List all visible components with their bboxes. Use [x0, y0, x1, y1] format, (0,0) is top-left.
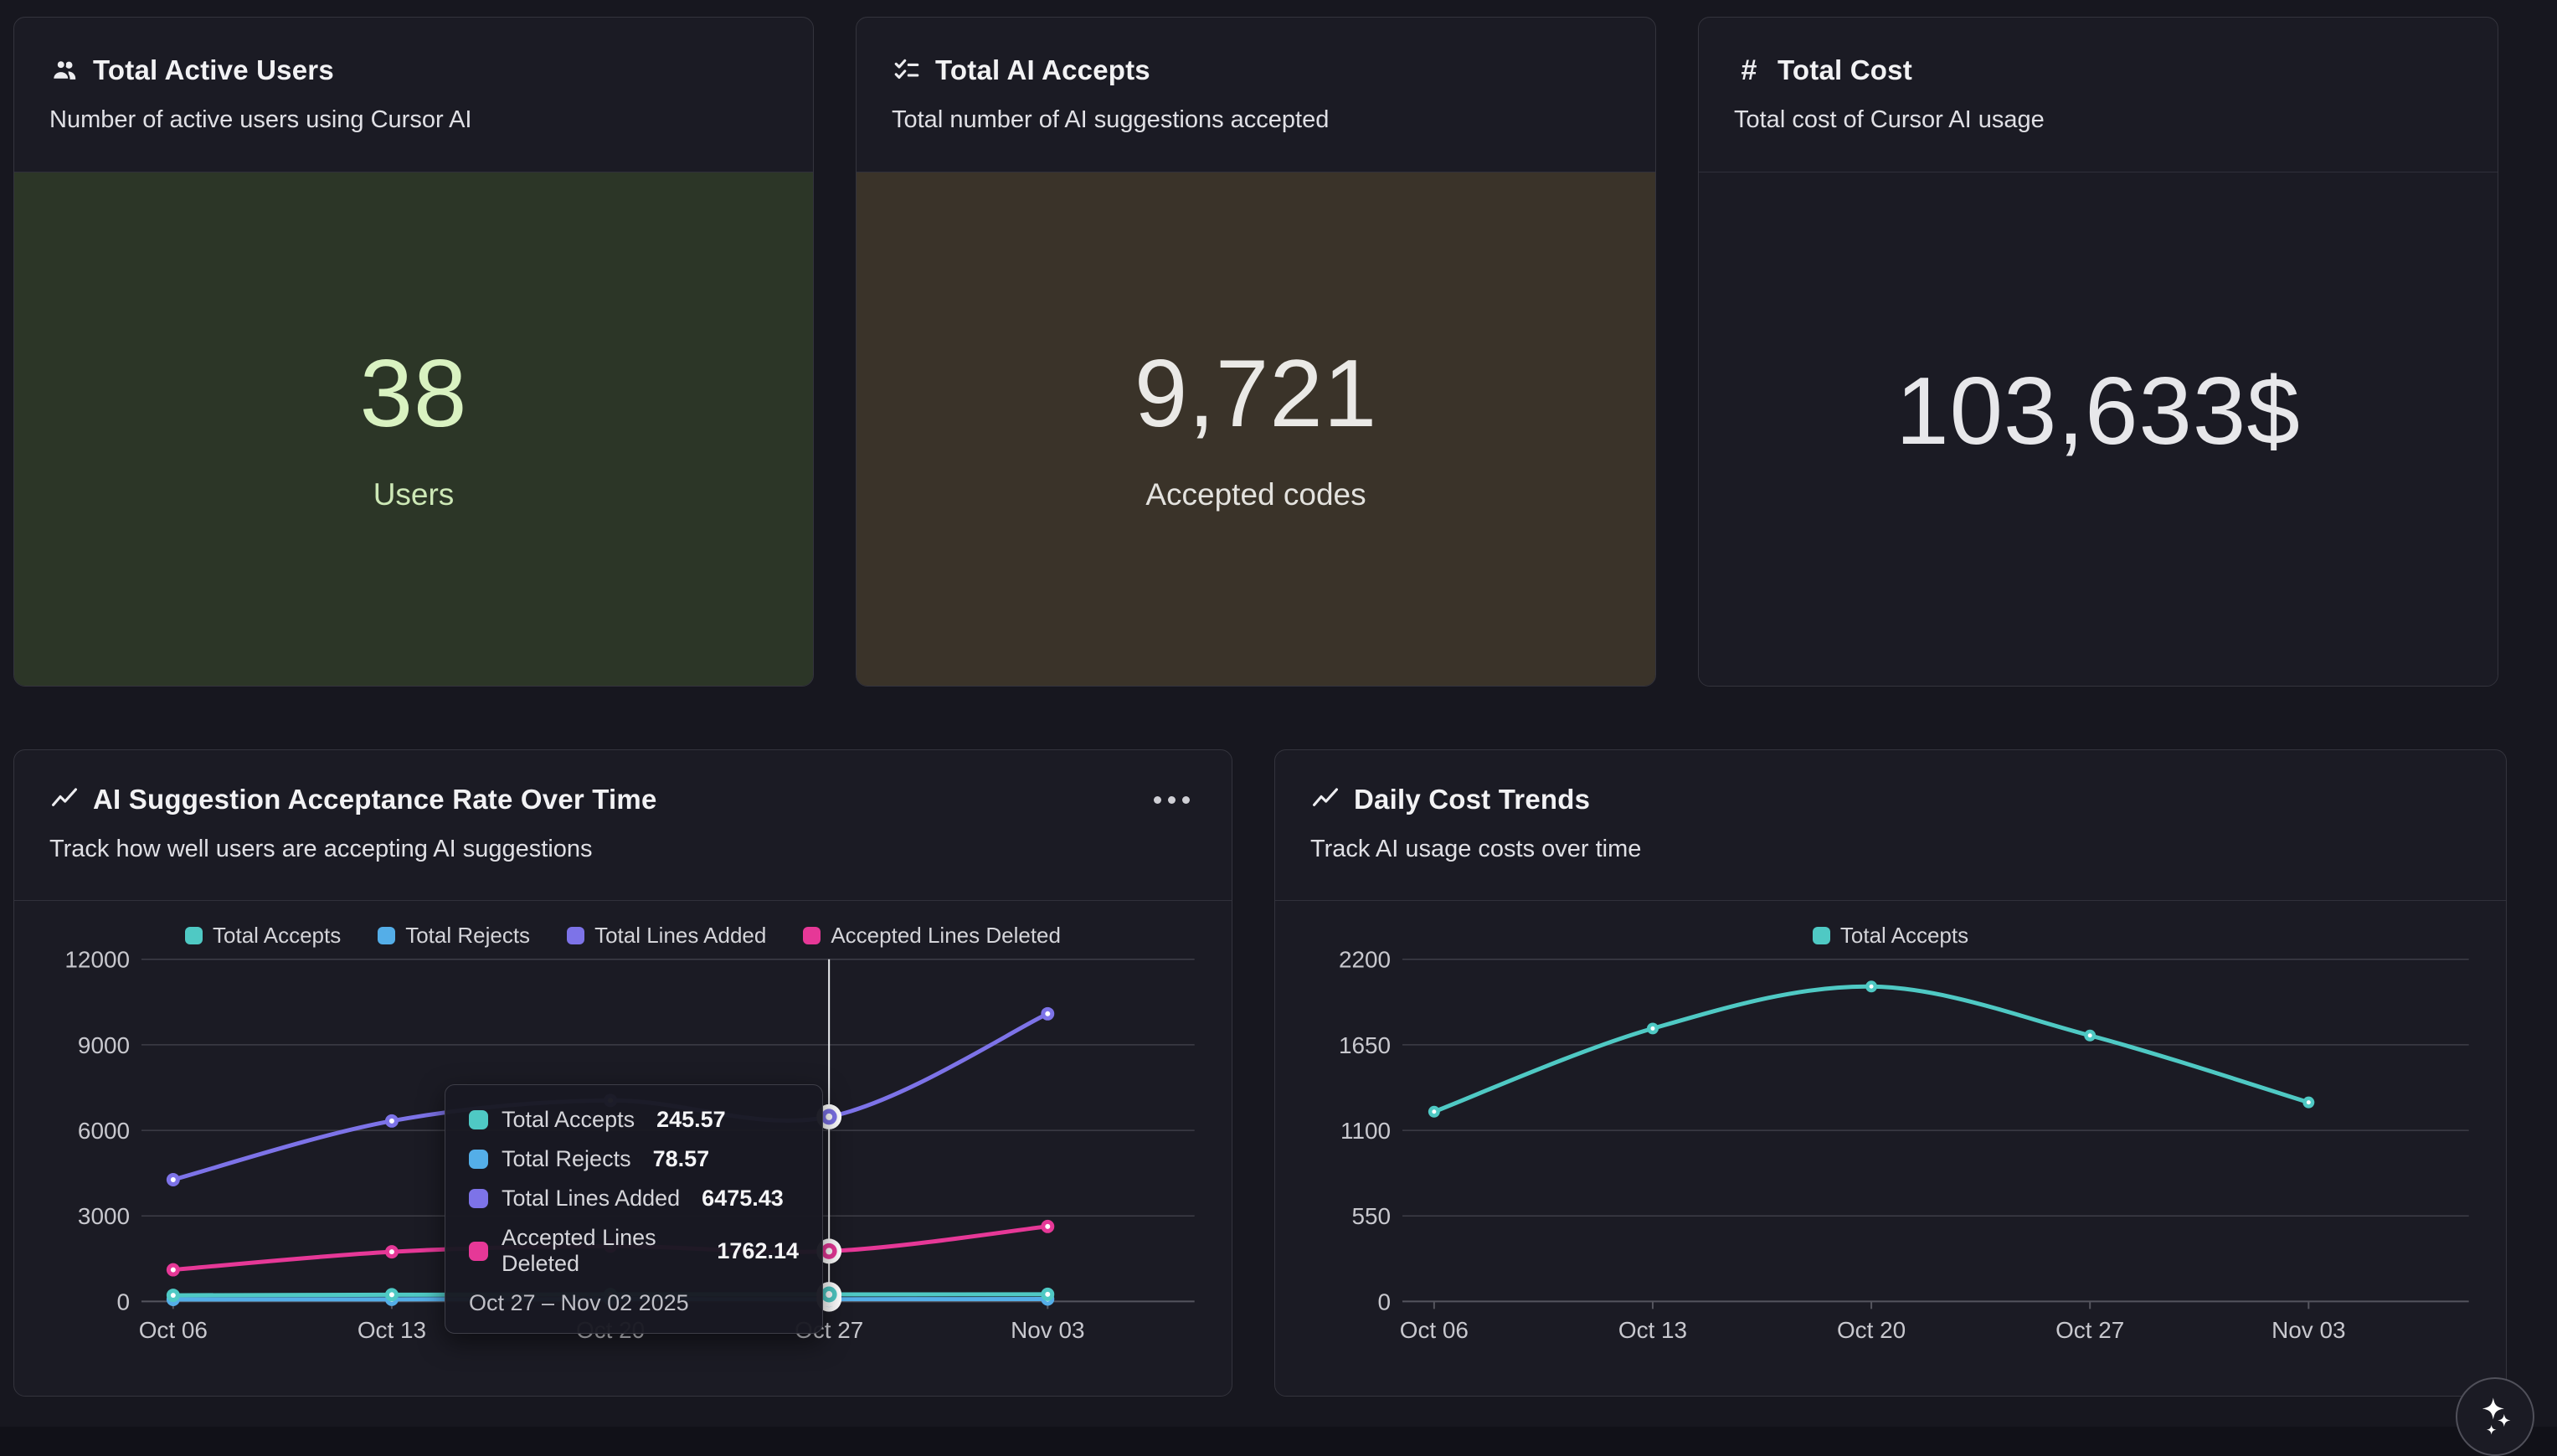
legend-item[interactable]: Total Accepts	[185, 923, 341, 949]
tooltip-swatch	[469, 1189, 488, 1208]
card-title: Total Cost	[1778, 54, 1912, 85]
hash-icon: #	[1741, 54, 1757, 86]
svg-text:6000: 6000	[78, 1118, 130, 1144]
trending-up-icon	[49, 785, 80, 815]
stat-unit: Accepted codes	[1145, 476, 1366, 512]
svg-text:1100: 1100	[1340, 1118, 1391, 1144]
svg-text:3000: 3000	[78, 1203, 130, 1229]
legend-label: Total Lines Added	[594, 923, 767, 948]
tooltip-label: Total Rejects	[502, 1146, 631, 1171]
chart-plot-area: Total Accepts Total Rejects Total Lines …	[14, 901, 1232, 1396]
tooltip-swatch	[469, 1110, 488, 1129]
tooltip-label: Total Lines Added	[502, 1186, 681, 1211]
sparkles-icon	[2473, 1394, 2517, 1440]
svg-text:Oct 20: Oct 20	[1837, 1317, 1906, 1343]
stat-card-header: # Total Cost Total cost of Cursor AI usa…	[1699, 18, 2498, 172]
stat-card-total-active-users: Total Active Users Number of active user…	[13, 17, 814, 687]
chart-legend: Total Accepts Total Rejects Total Lines …	[14, 923, 1232, 949]
svg-text:0: 0	[116, 1289, 130, 1315]
line-chart[interactable]: 0 550 1100 1650 2200 Oct 06 Oct 13 Oct 20 Oct 27…	[1275, 901, 2506, 1396]
tooltip-value: 6475.43	[702, 1186, 784, 1211]
svg-text:Nov 03: Nov 03	[1011, 1317, 1084, 1343]
svg-text:Nov 03: Nov 03	[2271, 1317, 2345, 1343]
tooltip-swatch	[469, 1150, 488, 1169]
stat-value: 103,633$	[1896, 358, 2301, 465]
chart-card-acceptance-rate: AI Suggestion Acceptance Rate Over Time …	[13, 749, 1232, 1397]
chart-subtitle: Track AI usage costs over time	[1310, 836, 1642, 862]
legend-item[interactable]: Accepted Lines Deleted	[803, 923, 1061, 949]
legend-swatch	[567, 927, 585, 944]
users-icon	[49, 55, 80, 85]
stat-card-header: Total Active Users Number of active user…	[14, 18, 813, 172]
charts-row: AI Suggestion Acceptance Rate Over Time …	[13, 749, 2507, 1397]
svg-text:2200: 2200	[1339, 947, 1391, 973]
chart-tooltip: Total Accepts 245.57 Total Rejects 78.57…	[445, 1084, 823, 1334]
legend-label: Total Rejects	[405, 923, 531, 948]
stat-card-total-cost: # Total Cost Total cost of Cursor AI usa…	[1698, 17, 2498, 687]
ellipsis-icon[interactable]	[1147, 790, 1196, 810]
chart-subtitle: Track how well users are accepting AI su…	[49, 836, 593, 862]
svg-text:Oct 13: Oct 13	[358, 1317, 426, 1343]
legend-item[interactable]: Total Rejects	[378, 923, 530, 949]
tooltip-swatch	[469, 1241, 488, 1261]
tooltip-label: Total Accepts	[502, 1107, 635, 1132]
legend-swatch	[378, 927, 396, 944]
tooltip-date-range: Oct 27 – Nov 02 2025	[469, 1290, 689, 1315]
legend-label: Accepted Lines Deleted	[831, 923, 1061, 948]
tooltip-row: Total Lines Added 6475.43	[469, 1186, 799, 1212]
svg-text:0: 0	[1378, 1289, 1392, 1315]
ai-assistant-button[interactable]	[2456, 1377, 2534, 1456]
stat-value: 38	[359, 340, 468, 447]
stats-row: Total Active Users Number of active user…	[13, 17, 2498, 687]
tooltip-row: Total Accepts 245.57	[469, 1107, 799, 1133]
stat-card-body: 38 Users	[14, 172, 813, 686]
legend-swatch	[803, 927, 821, 944]
tooltip-value: 78.57	[652, 1146, 710, 1171]
tooltip-value: 1762.14	[717, 1237, 799, 1263]
svg-text:12000: 12000	[64, 947, 130, 973]
chart-header: Daily Cost Trends Track AI usage costs o…	[1275, 750, 2506, 901]
legend-label: Total Accepts	[1839, 923, 1969, 948]
stat-card-header: Total AI Accepts Total number of AI sugg…	[857, 18, 1655, 172]
legend-item[interactable]: Total Lines Added	[567, 923, 766, 949]
card-subtitle: Number of active users using Cursor AI	[49, 106, 472, 133]
legend-label: Total Accepts	[213, 923, 342, 948]
chart-header: AI Suggestion Acceptance Rate Over Time …	[14, 750, 1232, 901]
chart-title: AI Suggestion Acceptance Rate Over Time	[93, 784, 657, 815]
stat-unit: Users	[373, 476, 455, 512]
svg-text:1650: 1650	[1339, 1032, 1391, 1058]
stat-value: 9,721	[1134, 340, 1378, 447]
card-title: Total AI Accepts	[935, 54, 1150, 85]
chart-legend: Total Accepts	[1275, 923, 2506, 949]
stat-card-body: 9,721 Accepted codes	[857, 172, 1655, 686]
svg-text:Oct 13: Oct 13	[1618, 1317, 1687, 1343]
trending-up-icon	[1310, 785, 1340, 815]
svg-text:550: 550	[1351, 1203, 1391, 1229]
stat-card-body: 103,633$	[1699, 172, 2498, 686]
legend-swatch	[1812, 927, 1830, 944]
chart-card-daily-cost-trends: Daily Cost Trends Track AI usage costs o…	[1274, 749, 2507, 1397]
svg-text:Oct 27: Oct 27	[2055, 1317, 2124, 1343]
svg-text:Oct 06: Oct 06	[1400, 1317, 1469, 1343]
tooltip-label: Accepted Lines Deleted	[502, 1225, 656, 1276]
tooltip-row: Total Rejects 78.57	[469, 1146, 799, 1172]
svg-text:Oct 06: Oct 06	[139, 1317, 208, 1343]
list-checks-icon	[892, 55, 922, 85]
card-subtitle: Total cost of Cursor AI usage	[1734, 106, 2045, 133]
card-title: Total Active Users	[93, 54, 334, 85]
legend-swatch	[185, 927, 203, 944]
stat-card-total-ai-accepts: Total AI Accepts Total number of AI sugg…	[856, 17, 1656, 687]
tooltip-row: Accepted Lines Deleted 1762.14	[469, 1225, 799, 1277]
legend-item[interactable]: Total Accepts	[1812, 923, 1969, 949]
tooltip-value: 245.57	[656, 1107, 726, 1132]
chart-title: Daily Cost Trends	[1354, 784, 1591, 815]
card-subtitle: Total number of AI suggestions accepted	[892, 106, 1330, 133]
svg-text:9000: 9000	[78, 1032, 130, 1058]
chart-plot-area: Total Accepts 0 550 1100 1650 2200 Oct 06 Oct …	[1275, 901, 2506, 1396]
